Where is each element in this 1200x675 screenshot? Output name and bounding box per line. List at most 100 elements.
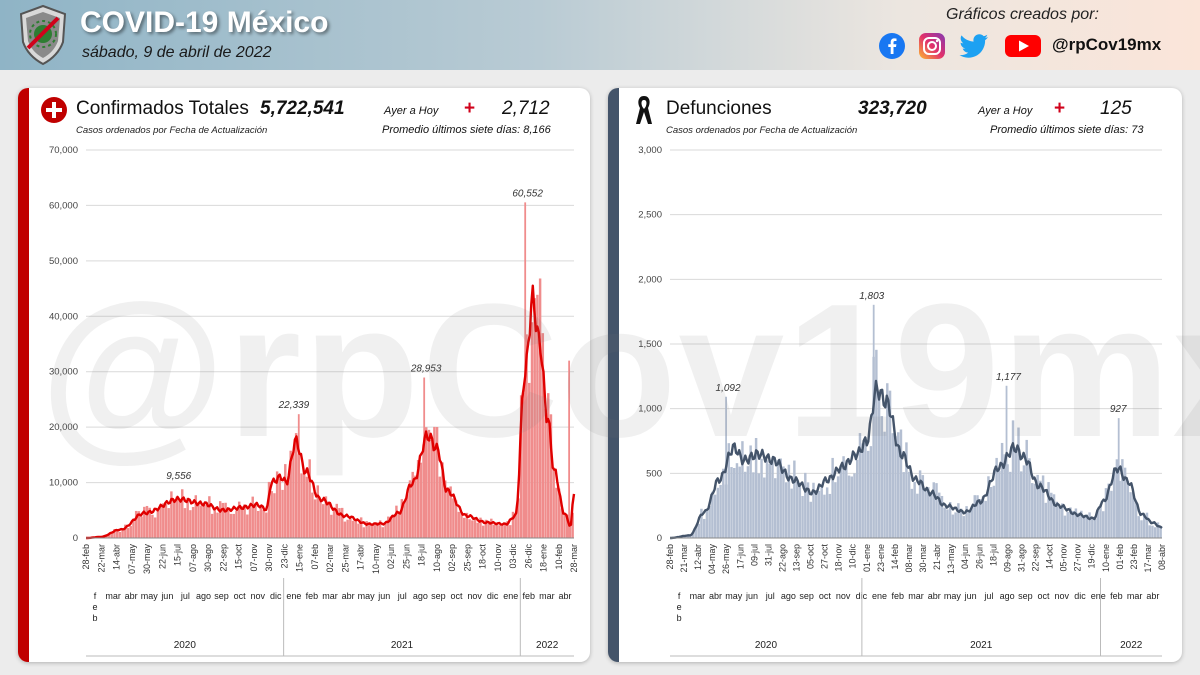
year-label: 2022 (536, 640, 559, 651)
x-date-tick: 22-sep (218, 544, 228, 572)
instagram-icon[interactable] (918, 32, 946, 60)
x-month-label: jul (983, 591, 993, 601)
bar (1050, 492, 1053, 538)
bar (256, 511, 260, 538)
bar (836, 476, 840, 538)
bar (1003, 454, 1007, 538)
x-month-label: dic (270, 591, 282, 601)
x-date-tick: 23-feb (1129, 544, 1139, 570)
x-month-label-line: abr (928, 591, 941, 601)
bar (1096, 510, 1099, 538)
bar (825, 487, 829, 538)
bar (951, 514, 955, 538)
x-date-tick: 09-ago (1002, 544, 1012, 572)
bar (1044, 502, 1048, 538)
bar (891, 433, 894, 538)
x-month-label-line: feb (306, 591, 319, 601)
bar (850, 476, 853, 538)
bar (1069, 507, 1072, 538)
x-month-label-line: jul (983, 591, 993, 601)
bar (346, 519, 349, 538)
bar (1112, 470, 1116, 538)
bar (473, 517, 477, 538)
x-date-tick: 13-sep (792, 544, 802, 572)
bar (286, 480, 290, 538)
bar (940, 495, 944, 538)
x-month-label: ago (413, 591, 428, 601)
bar (686, 536, 689, 538)
bar (787, 464, 791, 538)
bar (694, 527, 698, 538)
deaths-delta: 125 (1100, 98, 1132, 119)
x-month-label: may (141, 591, 159, 601)
x-date-tick: 26-jun (974, 544, 984, 569)
bar (768, 463, 771, 538)
bar (823, 494, 826, 538)
bar (902, 472, 905, 538)
bar (156, 510, 160, 538)
y-tick-label: 10,000 (49, 478, 78, 489)
x-date-tick: 07-may (127, 544, 137, 575)
x-month-label-line: may (725, 591, 743, 601)
confirmed-delta: 2,712 (502, 98, 550, 119)
x-month-label-line: ene (286, 591, 301, 601)
bar (457, 511, 460, 538)
bar (763, 477, 766, 538)
x-date-tick: 10-may (371, 544, 381, 575)
bar (316, 485, 320, 538)
bar (492, 524, 496, 538)
bar (566, 514, 569, 538)
bar (506, 521, 509, 538)
youtube-icon[interactable] (1004, 32, 1042, 60)
bar (387, 516, 390, 538)
x-month-label: ago (1000, 591, 1015, 601)
x-month-label-line: ago (196, 591, 211, 601)
x-month-label-line: b (677, 613, 682, 623)
x-date-tick: 12-abr (693, 544, 703, 570)
bar (1151, 525, 1154, 538)
x-date-tick: 02-mar (325, 544, 335, 573)
social-handle[interactable]: @rpCov19mx (1052, 35, 1162, 54)
year-label: 2021 (391, 640, 414, 651)
bar (465, 512, 469, 538)
x-month-label: jul (397, 591, 407, 601)
x-date-tick: 27-nov (1073, 544, 1083, 572)
bar (362, 527, 366, 538)
facebook-icon[interactable] (878, 32, 906, 60)
bar (129, 526, 132, 538)
y-tick-label: 0 (657, 533, 662, 544)
x-month-label: ene (1091, 591, 1106, 601)
bar (1022, 465, 1026, 538)
bar (924, 489, 927, 538)
peak-annotation: 60,552 (512, 188, 543, 199)
x-date-tick: 25-jun (401, 544, 411, 569)
bar (1132, 492, 1135, 538)
twitter-icon[interactable] (958, 32, 990, 60)
bar (303, 473, 306, 538)
x-month-label: ene (286, 591, 301, 601)
bar (1129, 492, 1132, 538)
x-month-label-line: ago (1000, 591, 1015, 601)
bar (834, 482, 837, 538)
bar (416, 460, 420, 538)
x-date-tick: 18-oct (478, 544, 488, 570)
bar (918, 470, 922, 538)
bar (246, 514, 249, 538)
bar (801, 496, 804, 538)
bar (1145, 512, 1149, 538)
bar (517, 498, 520, 538)
bar (1063, 515, 1067, 538)
bar (435, 426, 439, 538)
bar (124, 524, 127, 538)
bar (935, 483, 938, 538)
x-month-label: ago (196, 591, 211, 601)
x-date-tick: 31-jul (763, 544, 773, 566)
x-month-label-line: dic (270, 591, 282, 601)
x-date-tick: 18-ene (539, 544, 549, 572)
bar (1156, 522, 1160, 538)
bar (815, 490, 818, 538)
bar (1102, 511, 1105, 538)
x-month-label-line: may (141, 591, 159, 601)
x-month-label: oct (819, 591, 832, 601)
bar (913, 481, 916, 538)
